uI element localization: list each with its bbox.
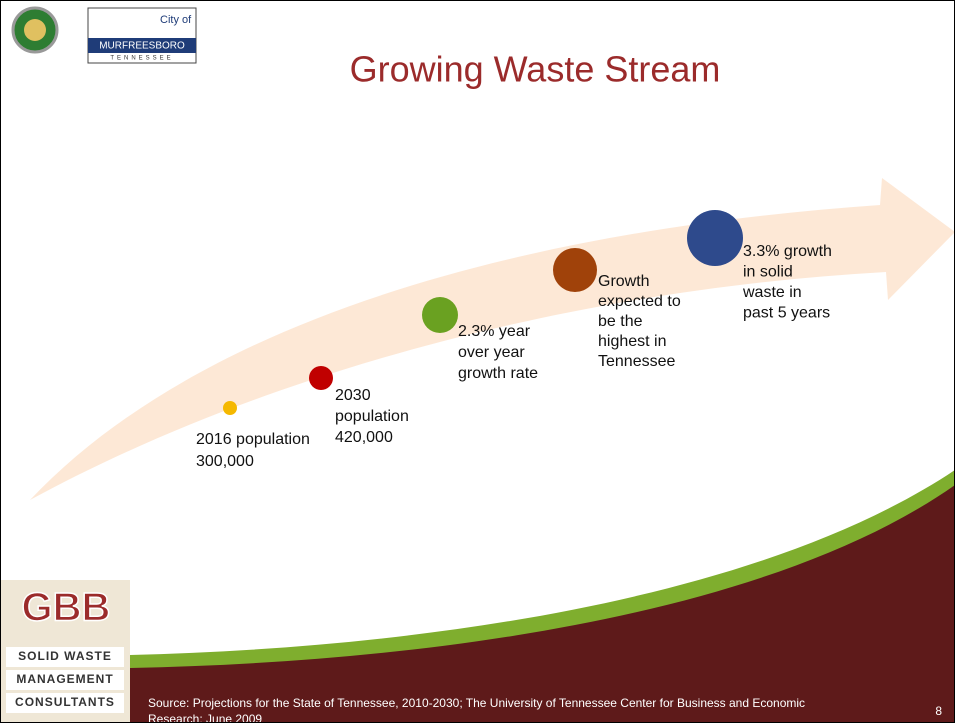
milestone-label: in solid <box>743 264 793 281</box>
gbb-line-box <box>6 647 124 667</box>
milestone-label: population <box>335 408 409 425</box>
footer-band <box>130 470 955 723</box>
source-note: Research; June 2009 <box>148 712 262 723</box>
milestone-label: 2016 population <box>196 431 310 448</box>
milestone-label: waste in <box>742 284 802 301</box>
city-logo-state: TENNESSEE <box>110 56 173 62</box>
state-seal-center <box>24 19 46 41</box>
milestone-dot <box>223 401 237 415</box>
city-logo <box>87 7 197 64</box>
milestone-label: past 5 years <box>743 305 830 322</box>
footer-strip <box>130 685 955 723</box>
milestone-label: highest in <box>598 333 667 350</box>
city-logo-top: City of <box>160 14 192 26</box>
slide-title: Growing Waste Stream <box>350 49 721 90</box>
gbb-mark: GBB <box>22 586 111 630</box>
gbb-line-box <box>6 693 124 713</box>
milestone-label: 300,000 <box>196 453 254 470</box>
gbb-line-box <box>6 670 124 690</box>
milestone-label: Tennessee <box>598 353 675 370</box>
city-logo-name: MURFREESBORO <box>99 41 185 52</box>
milestone-dot <box>687 210 743 266</box>
milestone-label: 2030 <box>335 387 371 404</box>
milestone-label: expected to <box>598 293 681 310</box>
milestone-label: 2.3% year <box>458 323 531 340</box>
milestone-label: be the <box>598 313 643 330</box>
green-stripe <box>130 470 955 668</box>
page-number: 8 <box>935 704 942 718</box>
city-logo-band <box>88 38 196 53</box>
milestone-label: growth rate <box>458 365 538 382</box>
gbb-line: CONSULTANTS <box>15 695 115 709</box>
gbb-line: SOLID WASTE <box>18 649 112 663</box>
milestone-label: Growth <box>598 273 650 290</box>
milestone-dot <box>309 366 333 390</box>
milestone-label: 3.3% growth <box>743 243 832 260</box>
gbb-line: MANAGEMENT <box>16 672 113 686</box>
milestone-label: 420,000 <box>335 429 393 446</box>
milestone-dot <box>553 248 597 292</box>
source-note: Source: Projections for the State of Ten… <box>148 696 805 710</box>
milestone-label: over year <box>458 344 525 361</box>
milestone-dot <box>422 297 458 333</box>
